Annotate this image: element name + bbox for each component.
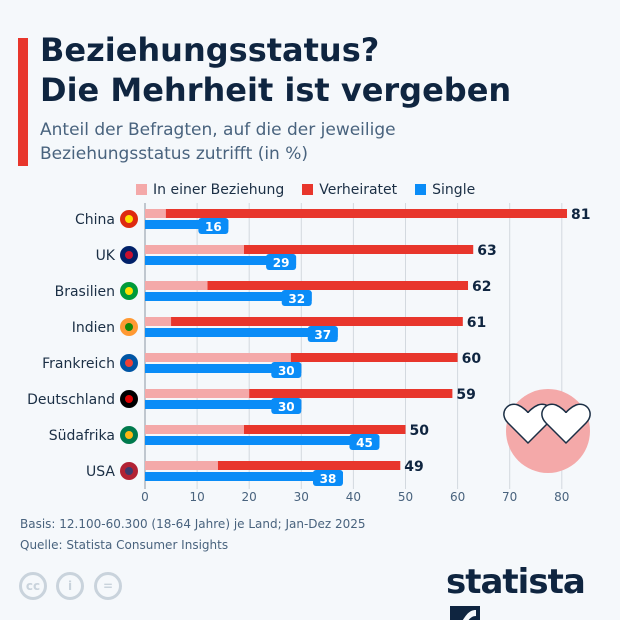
single-label-box [266,254,297,270]
x-tick-label: 0 [141,490,149,504]
category-label: UK [96,248,116,264]
single-label: 45 [356,436,373,450]
bar-married [249,389,453,398]
footer-source: Quelle: Statista Consumer Insights [20,538,229,552]
category-label: Südafrika [49,428,115,444]
bar-single [145,256,297,265]
x-tick-label: 50 [398,490,413,504]
bar-married [207,281,469,290]
category-label: USA [86,464,115,480]
bar-married [165,209,568,218]
bar-single [145,436,380,445]
single-label: 16 [205,220,222,234]
bar-married [243,425,406,434]
legend-item-single: Single [415,182,475,198]
no-derivatives-icon[interactable]: = [94,572,122,600]
flag-icon-detail [125,251,133,259]
bar-married [217,461,401,470]
single-label-box [349,434,380,450]
category-label: Brasilien [55,284,115,300]
single-label-box [307,326,338,342]
single-label: 30 [278,400,295,414]
bar-married [243,245,474,254]
single-label: 30 [278,364,295,378]
bar-single [145,472,343,481]
x-tick-label: 80 [554,490,569,504]
single-label-box [271,398,302,414]
page-title: Beziehungsstatus? Die Mehrheit ist verge… [40,30,511,110]
bar-single [145,220,229,229]
x-tick-label: 60 [450,490,465,504]
single-label: 29 [273,256,290,270]
title-line-2: Die Mehrheit ist vergeben [40,71,512,109]
bar-chart: 0 10 20 30 40 50 60 70 80 China 81 16 UK 63 29 Brasilie… [27,203,591,504]
total-label: 59 [456,387,475,403]
bar-relationship [145,209,166,218]
category-label: Indien [72,320,115,336]
single-label: 38 [320,472,337,486]
flag-icon-detail [125,287,133,295]
footer-basis: Basis: 12.100-60.300 (18-64 Jahre) je La… [20,517,366,531]
category-label: Frankreich [42,356,115,372]
bar-relationship [145,317,172,326]
bar-relationship [145,281,208,290]
total-label: 61 [467,315,486,331]
total-label: 62 [472,279,491,295]
title-line-1: Beziehungsstatus? [40,31,380,69]
legend-item-relationship: In einer Beziehung [136,182,284,198]
statista-logo[interactable]: statista [446,562,620,620]
legend-item-married: Verheiratet [302,182,397,198]
total-label: 63 [477,243,496,259]
category-label: Deutschland [27,392,115,408]
statista-logo-icon [450,606,480,620]
total-label: 49 [404,459,423,475]
flag-icon-detail [125,215,133,223]
x-tick-label: 70 [502,490,517,504]
flag-icon-detail [125,323,133,331]
single-label: 32 [288,292,305,306]
bar-single [145,328,338,337]
single-label-box [271,362,302,378]
flag-icon-detail [125,431,133,439]
category-label: China [75,212,115,228]
bar-relationship [145,461,218,470]
legend: In einer Beziehung Verheiratet Single [136,182,475,198]
bar-single [145,364,302,373]
bar-single [145,292,312,301]
x-tick-label: 40 [346,490,361,504]
single-label: 37 [314,328,331,342]
bar-relationship [145,425,244,434]
bar-relationship [145,353,291,362]
total-label: 81 [571,207,590,223]
single-label-box [198,218,229,234]
bar-married [171,317,463,326]
x-tick-label: 30 [294,490,309,504]
bar-married [290,353,458,362]
cc-icon[interactable]: cc [19,572,47,600]
subtitle: Anteil der Befragten, auf die der jeweil… [40,118,396,166]
bar-single [145,400,302,409]
flag-icon-detail [125,395,133,403]
flag-icon-detail [125,467,133,475]
total-label: 50 [410,423,430,439]
accent-bar [18,38,28,166]
total-label: 60 [462,351,482,367]
single-label-box [281,290,312,306]
subtitle-line-1: Anteil der Befragten, auf die der jeweil… [40,120,396,140]
bar-relationship [145,389,250,398]
single-label-box [312,470,343,486]
two-hearts-icon [541,403,591,445]
attribution-icon[interactable]: i [56,572,84,600]
subtitle-line-2: Beziehungsstatus zutrifft (in %) [40,144,309,164]
x-tick-label: 20 [242,490,257,504]
x-tick-label: 10 [189,490,204,504]
flag-icon-detail [125,359,133,367]
bar-relationship [145,245,244,254]
